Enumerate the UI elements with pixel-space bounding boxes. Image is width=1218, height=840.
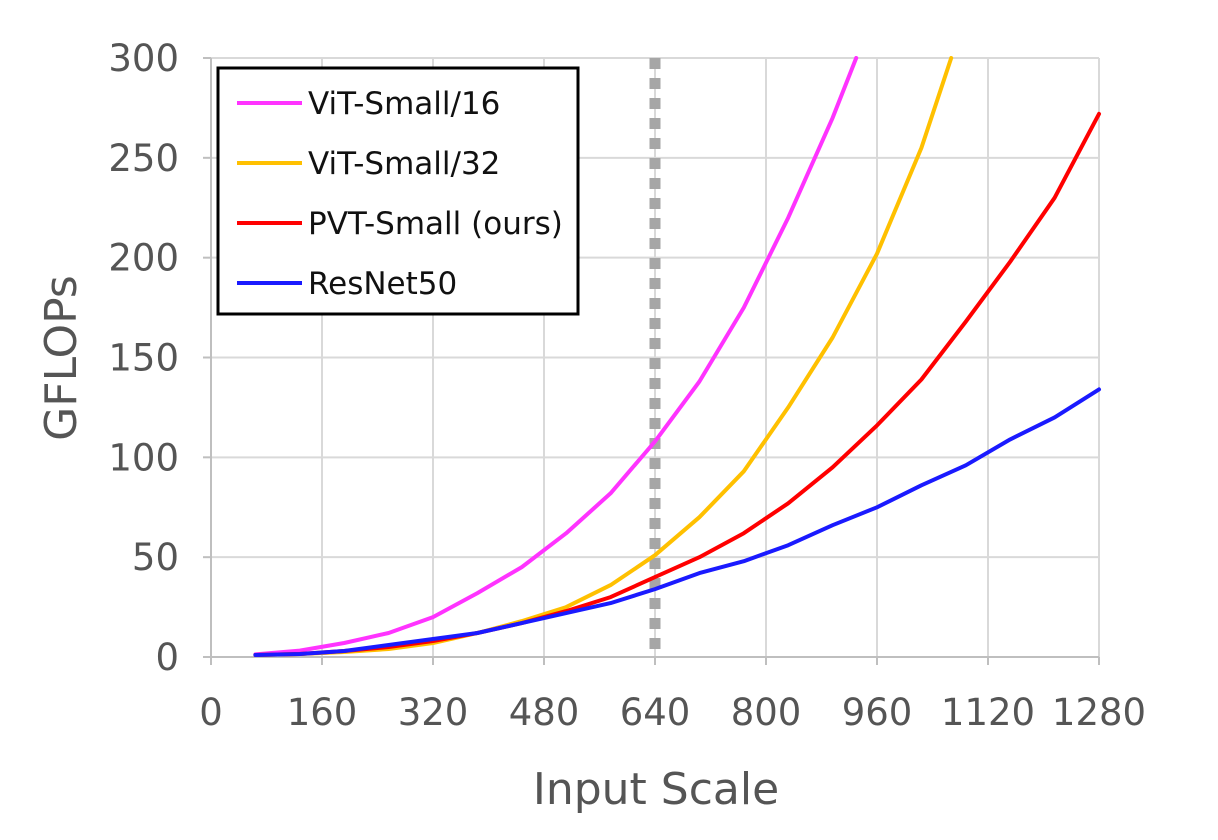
x-tick-label: 1280: [1052, 691, 1146, 734]
x-tick-label: 640: [620, 691, 691, 734]
y-tick-label: 250: [108, 137, 179, 180]
y-tick-label: 0: [155, 636, 179, 679]
x-tick-label: 320: [398, 691, 469, 734]
x-tick-label: 960: [842, 691, 913, 734]
y-tick-label: 50: [132, 536, 179, 579]
legend-box: [216, 66, 580, 316]
y-tick-label: 150: [108, 337, 179, 380]
y-tick-label: 100: [108, 436, 179, 479]
y-tick-label: 300: [108, 37, 179, 80]
legend-label: ResNet50: [308, 266, 457, 302]
legend: ViT-Small/16 ViT-Small/32 PVT-Small (ours)…: [216, 66, 580, 316]
x-tick-label: 160: [287, 691, 358, 734]
x-tick-label: 800: [731, 691, 802, 734]
tick-labels: 0 160 320 480 640 800 960 1120 1280 0 50 100 150 200 2…: [108, 37, 1146, 734]
series-line-resnet50: [253, 387, 1101, 657]
series-group: [253, 56, 1101, 657]
x-tick-label: 1120: [941, 691, 1035, 734]
legend-label: ViT-Small/16: [308, 86, 500, 122]
x-axis-title: Input Scale: [533, 764, 779, 815]
y-tick-label: 200: [108, 237, 179, 280]
series-line-vit-small-16: [253, 56, 859, 657]
axes: [203, 57, 1100, 665]
legend-label: ViT-Small/32: [308, 146, 500, 182]
x-tick-label: 0: [199, 691, 223, 734]
legend-label: PVT-Small (ours): [308, 206, 563, 242]
x-tick-label: 480: [509, 691, 580, 734]
y-axis-title: GFLOPs: [36, 275, 87, 441]
